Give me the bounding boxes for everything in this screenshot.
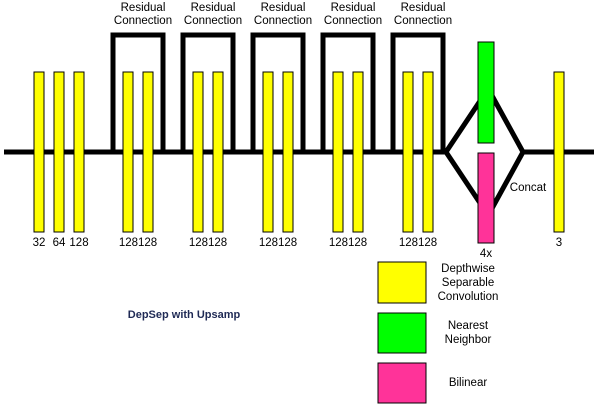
channel-label: 128128 — [329, 237, 367, 249]
concat-label: Concat — [510, 182, 547, 194]
residual-label: Residual — [121, 2, 166, 14]
conv-block — [332, 71, 344, 233]
conv-block — [142, 71, 154, 233]
conv-block — [282, 71, 294, 233]
conv-block — [122, 71, 134, 233]
residual-label: Connection — [184, 15, 242, 27]
conv-block — [212, 71, 224, 233]
bilinear-block — [477, 152, 495, 244]
legend-label: Nearest — [448, 320, 489, 332]
split-lines — [442, 90, 489, 214]
legend-label: Convolution — [438, 291, 499, 303]
channel-label: 128128 — [119, 237, 157, 249]
residual-connection — [180, 32, 236, 152]
residual-connection — [320, 32, 376, 152]
residual-label: Residual — [331, 2, 376, 14]
residual-connection — [390, 32, 446, 152]
residual-label: Residual — [191, 2, 236, 14]
residual-label: Connection — [324, 15, 382, 27]
legend-label: Separable — [442, 277, 494, 289]
conv-block — [73, 71, 85, 233]
channel-label: 3 — [556, 237, 562, 249]
conv-blocks: 32 64 128 128128 128128 128128 128128 128128 3 — [33, 71, 565, 249]
conv-block — [192, 71, 204, 233]
title: DepSep with Upsamp — [128, 309, 241, 321]
channel-label: 128128 — [399, 237, 437, 249]
residual-connection — [110, 32, 166, 152]
residual-label: Connection — [114, 15, 172, 27]
conv-block — [402, 71, 414, 233]
residual-label: Connection — [394, 15, 452, 27]
legend-label: Neighbor — [445, 334, 492, 346]
residual-connection — [250, 32, 306, 152]
legend-label: Bilinear — [449, 377, 488, 389]
residual-connections: ResidualConnectionResidualConnectionResi… — [110, 2, 452, 152]
residual-label: Connection — [254, 15, 312, 27]
residual-label: Residual — [261, 2, 306, 14]
channel-label: 32 — [33, 237, 46, 249]
channel-label: 128128 — [189, 237, 227, 249]
nearest-neighbor-block — [477, 41, 495, 144]
upsample-label: 4x — [480, 248, 492, 260]
conv-block — [53, 71, 65, 233]
conv-block — [553, 71, 565, 233]
legend-label: Depthwise — [441, 263, 495, 275]
merge-lines — [487, 90, 526, 214]
conv-block — [422, 71, 434, 233]
channel-label: 128128 — [259, 237, 297, 249]
legend-swatch — [377, 362, 427, 404]
conv-block — [352, 71, 364, 233]
legend: Depthwise Separable Convolution Nearest Neig… — [438, 263, 499, 389]
channel-label: 128 — [69, 237, 88, 249]
channel-label: 64 — [53, 237, 66, 249]
conv-block — [262, 71, 274, 233]
legend-swatch — [377, 312, 427, 354]
conv-block — [33, 71, 45, 233]
legend-swatch — [377, 261, 427, 304]
residual-label: Residual — [401, 2, 446, 14]
